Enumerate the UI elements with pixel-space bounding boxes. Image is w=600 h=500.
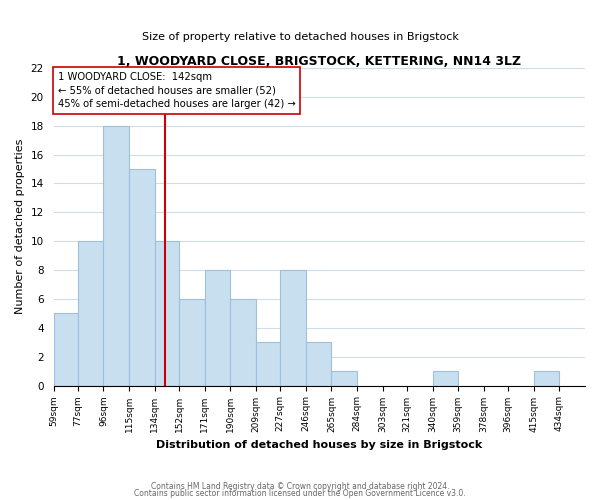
Bar [230,299,256,386]
Bar [331,371,357,386]
Bar [280,270,306,386]
Text: 1 WOODYARD CLOSE:  142sqm
← 55% of detached houses are smaller (52)
45% of semi-: 1 WOODYARD CLOSE: 142sqm ← 55% of detach… [58,72,295,108]
Text: Size of property relative to detached houses in Brigstock: Size of property relative to detached ho… [142,32,458,42]
Bar [205,270,230,386]
Bar [433,371,458,386]
Bar [53,314,78,386]
Bar [179,299,205,386]
Title: 1, WOODYARD CLOSE, BRIGSTOCK, KETTERING, NN14 3LZ: 1, WOODYARD CLOSE, BRIGSTOCK, KETTERING,… [117,55,521,68]
X-axis label: Distribution of detached houses by size in Brigstock: Distribution of detached houses by size … [156,440,482,450]
Bar [306,342,331,386]
Bar [78,241,103,386]
Text: Contains HM Land Registry data © Crown copyright and database right 2024.: Contains HM Land Registry data © Crown c… [151,482,449,491]
Bar [103,126,129,386]
Y-axis label: Number of detached properties: Number of detached properties [15,139,25,314]
Text: Contains public sector information licensed under the Open Government Licence v3: Contains public sector information licen… [134,490,466,498]
Bar [256,342,280,386]
Bar [155,241,179,386]
Bar [129,169,155,386]
Bar [534,371,559,386]
